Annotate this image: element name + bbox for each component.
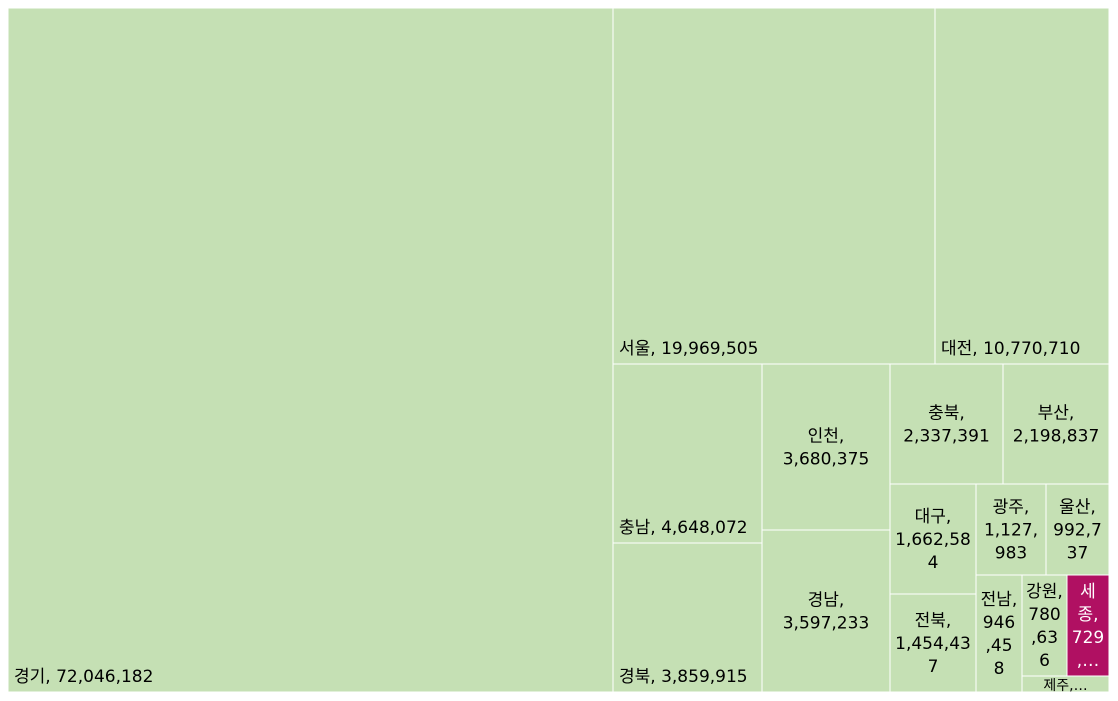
treemap-cell-3 bbox=[934, 7, 1110, 365]
treemap-label-5: 경북, 3,859,915 bbox=[619, 667, 748, 687]
treemap-cell-14 bbox=[975, 574, 1023, 693]
treemap-label-12: 광주, 1,127, 983 bbox=[984, 497, 1038, 563]
treemap-cell-1 bbox=[7, 7, 614, 693]
treemap-cell-2 bbox=[612, 7, 936, 365]
treemap-label-15: 강원, 780,63 6 bbox=[1026, 582, 1063, 671]
treemap-label-14: 전남, 946,45 8 bbox=[981, 590, 1018, 679]
treemap-cell-5 bbox=[612, 542, 763, 693]
treemap-cell-6 bbox=[761, 363, 891, 531]
treemap-cell-17 bbox=[1021, 675, 1110, 693]
treemap-label-2: 서울, 19,969,505 bbox=[619, 339, 758, 359]
treemap-label-3: 대전, 10,770,710 bbox=[941, 339, 1080, 359]
treemap-label-7: 경남, 3,597,233 bbox=[783, 590, 870, 633]
treemap-cell-9 bbox=[1002, 363, 1110, 485]
treemap-cell-16 bbox=[1066, 574, 1110, 677]
treemap-cell-7 bbox=[761, 529, 891, 693]
treemap-label-17: 제주,… bbox=[1043, 678, 1087, 694]
treemap-label-9: 부산, 2,198,837 bbox=[1013, 403, 1100, 446]
treemap-label-16: 세 종, 729,… bbox=[1072, 582, 1104, 671]
treemap-label-6: 인천, 3,680,375 bbox=[783, 426, 870, 469]
treemap-label-1: 경기, 72,046,182 bbox=[14, 667, 153, 687]
treemap-cell-4 bbox=[612, 363, 763, 544]
treemap-label-10: 대구, 1,662,58 4 bbox=[895, 507, 971, 573]
treemap-label-4: 충남, 4,648,072 bbox=[619, 518, 748, 538]
treemap-cell-8 bbox=[889, 363, 1004, 485]
treemap-label-8: 충북, 2,337,391 bbox=[903, 403, 990, 446]
treemap-label-13: 울산, 992,7 37 bbox=[1053, 497, 1102, 563]
treemap-cell-15 bbox=[1021, 574, 1068, 677]
treemap-cell-13 bbox=[1045, 483, 1110, 576]
treemap-label-11: 전북, 1,454,43 7 bbox=[895, 611, 971, 677]
treemap-cell-11 bbox=[889, 593, 977, 693]
